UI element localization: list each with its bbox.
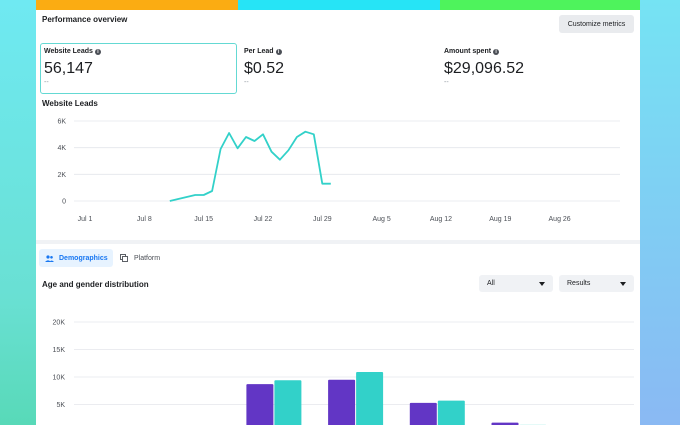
metric-comparison-website-leads: --	[44, 79, 49, 86]
x-tick-label: Jul 29	[313, 216, 332, 223]
top-bar-green-segment	[440, 0, 640, 10]
bar	[274, 380, 302, 425]
y-tick-label: 5K	[56, 402, 65, 409]
y-tick-label: 0	[62, 199, 66, 206]
website-leads-line-chart: 0 2K 4K 6K Jul 1 Jul 8 Jul 15 Jul 22 Jul 29 Aug 5…	[57, 119, 620, 223]
series-line	[169, 130, 331, 202]
background-right	[638, 0, 680, 425]
x-tick-label: Aug 5	[372, 216, 390, 223]
x-tick-label: Jul 22	[254, 216, 273, 223]
info-icon[interactable]: i	[493, 48, 500, 55]
tab-platform[interactable]: Platform	[120, 249, 160, 267]
filter-results-select[interactable]: Results	[559, 275, 634, 292]
y-tick-label: 15K	[53, 347, 66, 354]
metric-label-per-lead: Per Lead i	[244, 48, 282, 55]
metric-value-amount-spent: $29,096.52	[444, 60, 525, 77]
metric-label-text: Amount spent	[444, 48, 492, 55]
y-tick-label: 4K	[57, 145, 66, 152]
tab-label: Demographics	[59, 254, 108, 262]
x-tick-label: Aug 12	[430, 216, 452, 223]
info-icon[interactable]: i	[94, 48, 101, 55]
metric-label-amount-spent: Amount spent i	[444, 48, 500, 55]
chevron-down-icon	[620, 281, 626, 286]
y-tick-label: 2K	[57, 172, 66, 179]
customize-metrics-button[interactable]: Customize metrics	[559, 15, 634, 33]
metric-comparison-per-lead: --	[244, 79, 249, 86]
age-gender-bar-chart: 05K10K15K20K	[53, 320, 634, 425]
filter-all-select[interactable]: All	[479, 275, 553, 292]
metric-value-website-leads: 56,147	[44, 60, 93, 77]
people-icon	[45, 254, 54, 262]
metric-label-text: Per Lead	[244, 48, 274, 55]
bar	[356, 372, 384, 425]
metric-comparison-amount-spent: --	[444, 79, 449, 86]
x-tick-label: Jul 1	[78, 216, 93, 223]
bar	[437, 400, 465, 425]
top-bar-orange-segment	[36, 0, 238, 10]
performance-card: Performance overview Customize metrics W…	[36, 10, 640, 425]
y-tick-label: 6K	[57, 119, 66, 126]
y-tick-label: 20K	[53, 320, 66, 327]
metric-label-website-leads: Website Leads i	[44, 48, 101, 55]
tab-demographics[interactable]: Demographics	[39, 249, 113, 267]
page-title: Performance overview	[42, 15, 128, 24]
tab-label: Platform	[134, 254, 161, 262]
bar	[409, 402, 437, 425]
bar	[491, 422, 519, 425]
distribution-title: Age and gender distribution	[42, 280, 149, 289]
copy-icon	[120, 254, 128, 262]
info-icon[interactable]: i	[275, 48, 282, 55]
y-tick-label: 10K	[53, 375, 66, 382]
top-bar-cyan-segment	[238, 0, 440, 10]
section-divider	[36, 240, 640, 244]
x-tick-label: Aug 26	[549, 216, 571, 223]
metric-label-text: Website Leads	[44, 48, 93, 55]
bar	[328, 379, 356, 425]
metric-card-website-leads[interactable]	[40, 43, 237, 94]
metric-value-per-lead: $0.52	[244, 60, 285, 77]
bar	[246, 384, 274, 425]
background-left	[0, 0, 36, 425]
chevron-down-icon	[539, 281, 545, 286]
select-value: All	[487, 280, 495, 287]
top-color-bar	[36, 0, 640, 10]
x-tick-label: Aug 19	[489, 216, 511, 223]
select-value: Results	[567, 280, 591, 287]
x-tick-label: Jul 8	[137, 216, 152, 223]
line-chart-title: Website Leads	[42, 99, 98, 108]
x-tick-label: Jul 15	[194, 216, 213, 223]
